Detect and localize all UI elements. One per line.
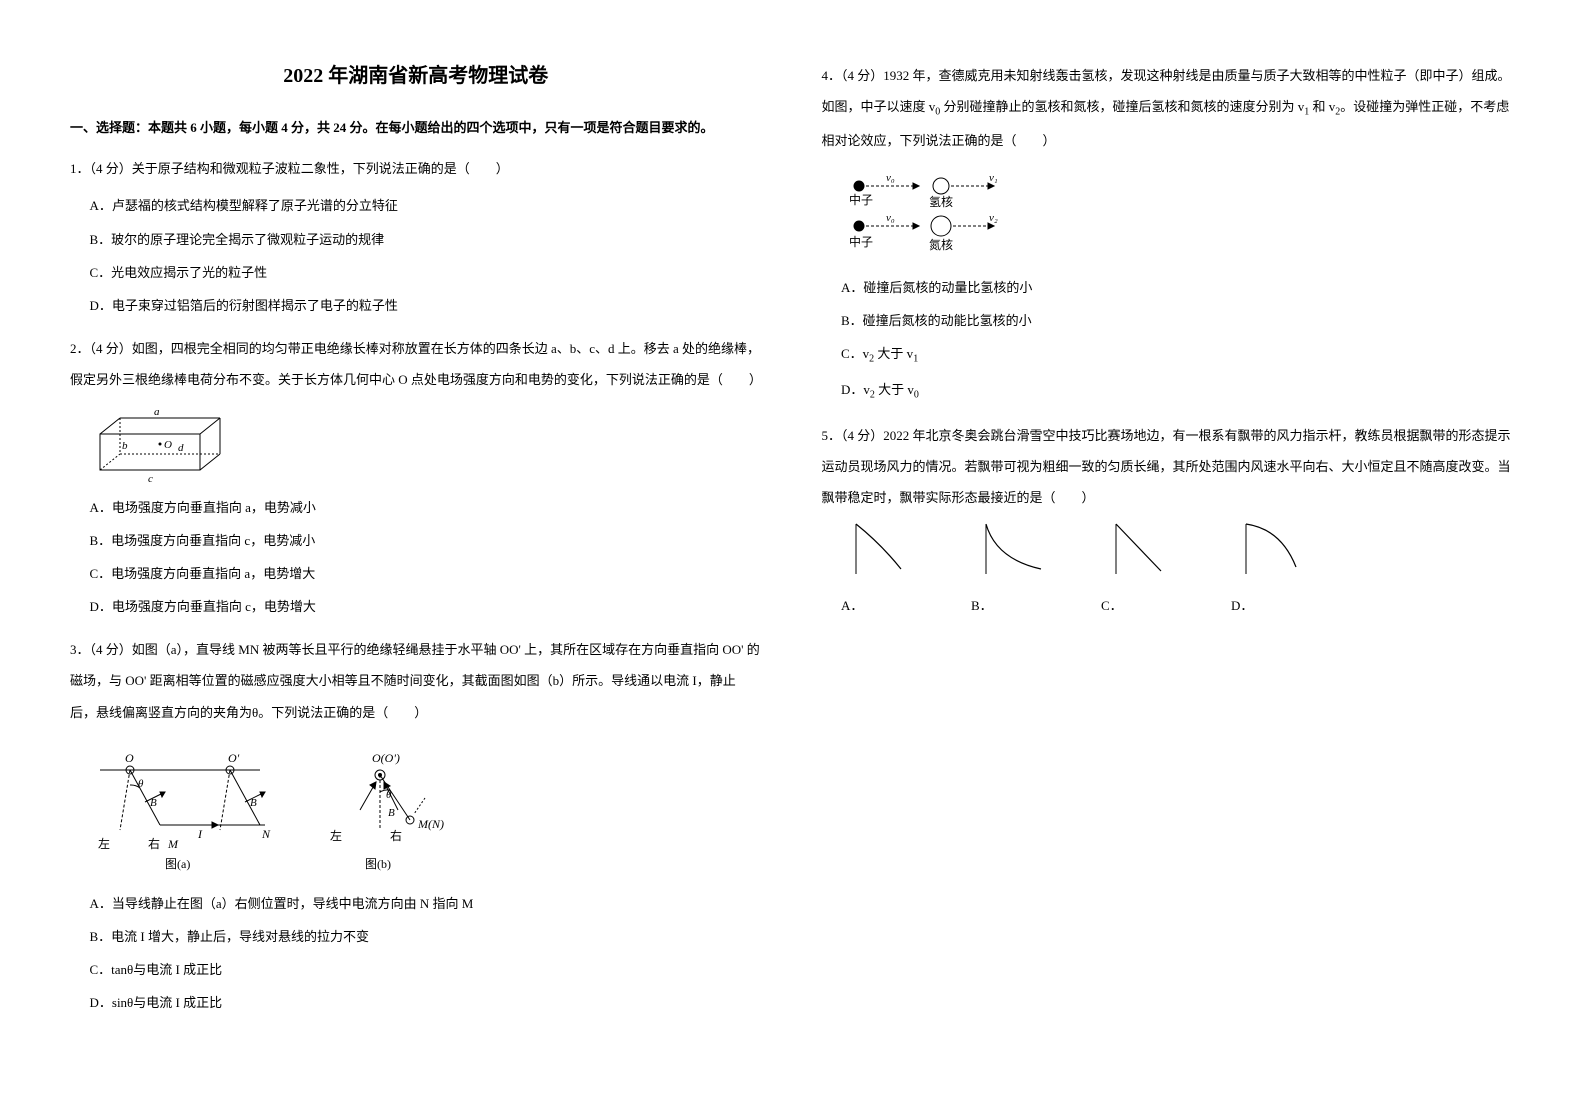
svg-text:v₂: v₂	[989, 212, 998, 224]
page-title: 2022 年湖南省新高考物理试卷	[70, 60, 762, 92]
q3-option-b: B．电流 I 增大，静止后，导线对悬线的拉力不变	[90, 921, 762, 952]
q3-stem: 3．（4 分）如图（a），直导线 MN 被两等长且平行的绝缘轻绳悬挂于水平轴 O…	[70, 634, 762, 728]
q4-option-b: B．碰撞后氮核的动能比氢核的小	[841, 305, 1513, 336]
svg-text:中子: 中子	[849, 192, 873, 207]
q1-stem: 1．（4 分）关于原子结构和微观粒子波粒二象性，下列说法正确的是（ ）	[70, 153, 762, 184]
q4-option-a: A．碰撞后氮核的动量比氢核的小	[841, 272, 1513, 303]
q5-stem: 5．（4 分）2022 年北京冬奥会跳台滑雪空中技巧比赛场地边，有一根系有飘带的…	[822, 420, 1514, 514]
q3-options: A．当导线静止在图（a）右侧位置时，导线中电流方向由 N 指向 M B．电流 I…	[70, 888, 762, 1019]
svg-text:v₀: v₀	[886, 212, 895, 224]
q1-option-a: A．卢瑟福的核式结构模型解释了原子光谱的分立特征	[90, 190, 762, 221]
svg-text:B: B	[150, 797, 157, 809]
q2-option-c: C．电场强度方向垂直指向 a，电势增大	[90, 558, 762, 589]
q1-option-d: D．电子束穿过铝箔后的衍射图样揭示了电子的粒子性	[90, 290, 762, 321]
q3-option-d: D．sinθ与电流 I 成正比	[90, 987, 762, 1018]
svg-text:氢核: 氢核	[929, 194, 953, 209]
svg-text:氮核: 氮核	[929, 237, 953, 252]
q1-option-c: C．光电效应揭示了光的粒子性	[90, 257, 762, 288]
question-5: 5．（4 分）2022 年北京冬奥会跳台滑雪空中技巧比赛场地边，有一根系有飘带的…	[822, 420, 1514, 622]
q3-figure: O O' θ B B 左 右 M I N 图(a) O(O') θ B 左 右 …	[90, 740, 762, 880]
svg-text:左: 左	[330, 828, 342, 843]
svg-text:v₁: v₁	[989, 172, 998, 184]
question-1: 1．（4 分）关于原子结构和微观粒子波粒二象性，下列说法正确的是（ ） A．卢瑟…	[70, 153, 762, 321]
q5-option-c: C．	[1101, 519, 1191, 621]
svg-text:O': O'	[228, 751, 240, 765]
q2-option-b: B．电场强度方向垂直指向 c，电势减小	[90, 525, 762, 556]
q2-option-d: D．电场强度方向垂直指向 c，电势增大	[90, 591, 762, 622]
q4-option-c: C．v2 大于 v1	[841, 338, 1513, 372]
svg-text:图(b): 图(b)	[365, 857, 391, 871]
svg-text:N: N	[261, 827, 271, 841]
svg-text:B: B	[388, 807, 395, 819]
question-2: 2．（4 分）如图，四根完全相同的均匀带正电绝缘长棒对称放置在长方体的四条长边 …	[70, 333, 762, 622]
svg-text:右: 右	[390, 828, 402, 843]
q3-option-a: A．当导线静止在图（a）右侧位置时，导线中电流方向由 N 指向 M	[90, 888, 762, 919]
q2-label-o: O	[164, 439, 172, 451]
q2-figure: a b O d c	[90, 404, 762, 484]
q2-label-d: d	[178, 442, 184, 454]
q2-label-c: c	[148, 473, 153, 484]
svg-text:图(a): 图(a)	[165, 857, 190, 871]
svg-text:左: 左	[98, 836, 110, 851]
svg-text:I: I	[197, 827, 203, 841]
question-3: 3．（4 分）如图（a），直导线 MN 被两等长且平行的绝缘轻绳悬挂于水平轴 O…	[70, 634, 762, 728]
q4-option-d: D．v2 大于 v0	[841, 374, 1513, 408]
svg-text:θ: θ	[138, 778, 144, 790]
q4-figure: v₀ v₁ 中子 氢核 v₀ v₂ 中子 氮核	[841, 164, 1513, 264]
svg-text:B: B	[250, 797, 257, 809]
svg-text:O: O	[125, 751, 134, 765]
q2-label-a: a	[154, 406, 160, 418]
q3-option-c: C．tanθ与电流 I 成正比	[90, 954, 762, 985]
q5-option-a: A．	[841, 519, 931, 621]
q1-option-b: B．玻尔的原子理论完全揭示了微观粒子运动的规律	[90, 224, 762, 255]
q2-label-b: b	[122, 440, 128, 452]
question-4: 4．（4 分）1932 年，查德威克用未知射线轰击氢核，发现这种射线是由质量与质…	[822, 60, 1514, 408]
svg-text:θ: θ	[386, 789, 392, 801]
q2-stem: 2．（4 分）如图，四根完全相同的均匀带正电绝缘长棒对称放置在长方体的四条长边 …	[70, 333, 762, 395]
section-heading: 一、选择题：本题共 6 小题，每小题 4 分，共 24 分。在每小题给出的四个选…	[70, 112, 762, 143]
svg-text:M: M	[167, 837, 179, 851]
q5-option-d: D．	[1231, 519, 1321, 621]
q2-option-a: A．电场强度方向垂直指向 a，电势减小	[90, 492, 762, 523]
svg-text:右: 右	[148, 836, 160, 851]
svg-text:M(N): M(N)	[417, 817, 444, 831]
q4-stem: 4．（4 分）1932 年，查德威克用未知射线轰击氢核，发现这种射线是由质量与质…	[822, 60, 1514, 156]
svg-text:中子: 中子	[849, 234, 873, 249]
svg-text:O(O'): O(O')	[372, 751, 400, 765]
q5-option-b: B．	[971, 519, 1061, 621]
q5-figure-row: A． B． C． D．	[822, 519, 1514, 621]
svg-text:v₀: v₀	[886, 172, 895, 184]
